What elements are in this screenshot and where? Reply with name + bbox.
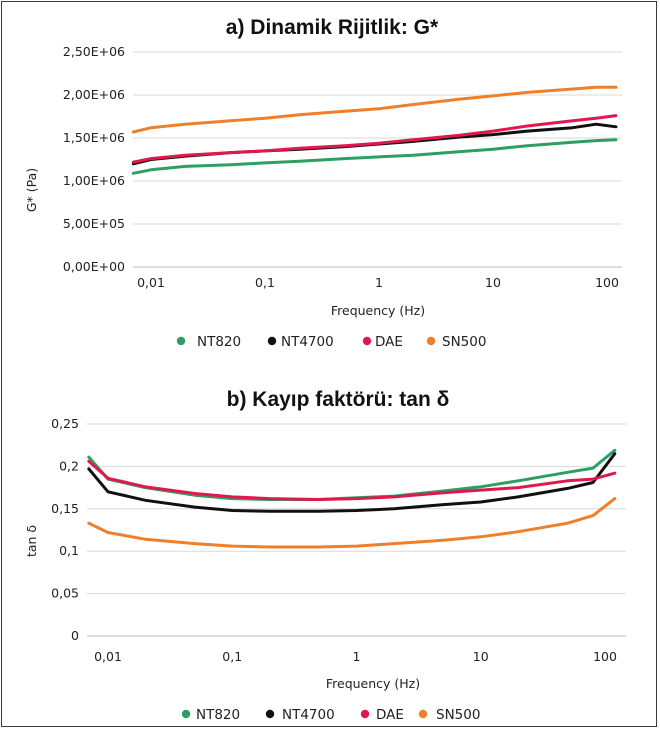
chart-a-x-tick-label: 10 bbox=[485, 275, 501, 290]
chart-b-legend-label-nt820: NT820 bbox=[196, 707, 240, 723]
chart-b-y-axis-label: tan δ bbox=[24, 525, 39, 557]
chart-a: a) Dinamik Rijitlik: G* 0,00E+00 5,00E+05… bbox=[24, 16, 622, 350]
chart-a-y-ticks: 0,00E+00 5,00E+05 1,00E+06 1,50E+06 2,00E+06… bbox=[63, 44, 125, 274]
chart-b-series-sn500 bbox=[87, 497, 617, 549]
chart-a-legend-marker-sn500 bbox=[426, 336, 436, 346]
chart-b-legend-marker-dae bbox=[360, 709, 370, 719]
chart-b-gridlines bbox=[87, 423, 626, 637]
chart-b-x-axis-label: Frequency (Hz) bbox=[326, 676, 420, 691]
chart-a-y-tick-label: 0,00E+00 bbox=[63, 259, 125, 274]
chart-b-x-tick-label: 0,1 bbox=[222, 649, 242, 664]
chart-b-legend-marker-nt820 bbox=[181, 709, 191, 719]
chart-a-x-ticks: 0,01 0,1 1 10 100 bbox=[137, 275, 619, 290]
chart-b-legend-marker-nt4700 bbox=[265, 709, 275, 719]
chart-b-x-tick-label: 10 bbox=[473, 649, 489, 664]
chart-b-x-ticks: 0,01 0,1 1 10 100 bbox=[94, 649, 617, 664]
chart-a-series-sn500 bbox=[131, 85, 618, 134]
chart-a-x-tick-label: 0,1 bbox=[255, 275, 275, 290]
chart-a-gridlines bbox=[133, 51, 622, 268]
chart-a-legend: NT820 NT4700 DAE SN500 bbox=[176, 334, 486, 350]
chart-b-legend-label-dae: DAE bbox=[376, 707, 404, 723]
chart-b: b) Kayıp faktörü: tan δ 00,050,10,150,20… bbox=[24, 388, 626, 723]
chart-b-x-tick-label: 100 bbox=[593, 649, 617, 664]
chart-b-series-dae bbox=[87, 459, 617, 501]
chart-a-title: a) Dinamik Rijitlik: G* bbox=[226, 16, 439, 39]
chart-a-legend-marker-dae bbox=[362, 336, 372, 346]
chart-b-series-nt820 bbox=[87, 448, 617, 501]
chart-a-x-axis-label: Frequency (Hz) bbox=[331, 303, 425, 318]
chart-a-y-axis-label: G* (Pa) bbox=[24, 168, 39, 212]
chart-a-y-tick-label: 2,00E+06 bbox=[63, 87, 125, 102]
chart-b-x-tick-label: 0,01 bbox=[94, 649, 122, 664]
chart-a-legend-label-dae: DAE bbox=[375, 334, 403, 350]
chart-a-x-tick-label: 1 bbox=[375, 275, 383, 290]
chart-b-series bbox=[87, 448, 617, 549]
chart-a-x-tick-label: 100 bbox=[595, 275, 619, 290]
chart-b-y-tick-label: 0,2 bbox=[59, 458, 79, 473]
chart-b-legend: NT820 NT4700 DAE SN500 bbox=[181, 707, 480, 723]
chart-b-x-tick-label: 1 bbox=[353, 649, 361, 664]
chart-b-y-tick-label: 0,1 bbox=[59, 543, 79, 558]
chart-a-legend-label-sn500: SN500 bbox=[442, 334, 486, 350]
chart-a-series bbox=[131, 85, 618, 175]
chart-a-y-tick-label: 1,50E+06 bbox=[63, 130, 125, 145]
chart-a-y-tick-label: 1,00E+06 bbox=[63, 173, 125, 188]
chart-a-legend-label-nt820: NT820 bbox=[197, 334, 241, 350]
chart-a-legend-marker-nt4700 bbox=[267, 336, 277, 346]
chart-a-y-tick-label: 2,50E+06 bbox=[63, 44, 125, 59]
chart-b-title: b) Kayıp faktörü: tan δ bbox=[227, 388, 450, 411]
chart-b-y-ticks: 0 0,05 0,1 0,15 0,2 0,25 bbox=[51, 416, 79, 643]
chart-b-legend-label-sn500: SN500 bbox=[436, 707, 480, 723]
chart-a-y-tick-label: 5,00E+05 bbox=[63, 216, 125, 231]
chart-a-series-nt820 bbox=[131, 138, 618, 175]
chart-b-y-tick-label: 0 bbox=[71, 628, 79, 643]
chart-b-legend-marker-sn500 bbox=[418, 709, 428, 719]
chart-b-y-tick-label: 0,05 bbox=[51, 586, 79, 601]
chart-a-legend-marker-nt820 bbox=[176, 336, 186, 346]
chart-b-series-nt4700 bbox=[87, 452, 617, 513]
chart-a-series-dae bbox=[131, 114, 618, 164]
chart-a-legend-label-nt4700: NT4700 bbox=[281, 334, 334, 350]
chart-a-x-tick-label: 0,01 bbox=[137, 275, 165, 290]
chart-b-y-tick-label: 0,25 bbox=[51, 416, 79, 431]
chart-b-legend-label-nt4700: NT4700 bbox=[282, 707, 335, 723]
chart-b-y-tick-label: 0,15 bbox=[51, 501, 79, 516]
